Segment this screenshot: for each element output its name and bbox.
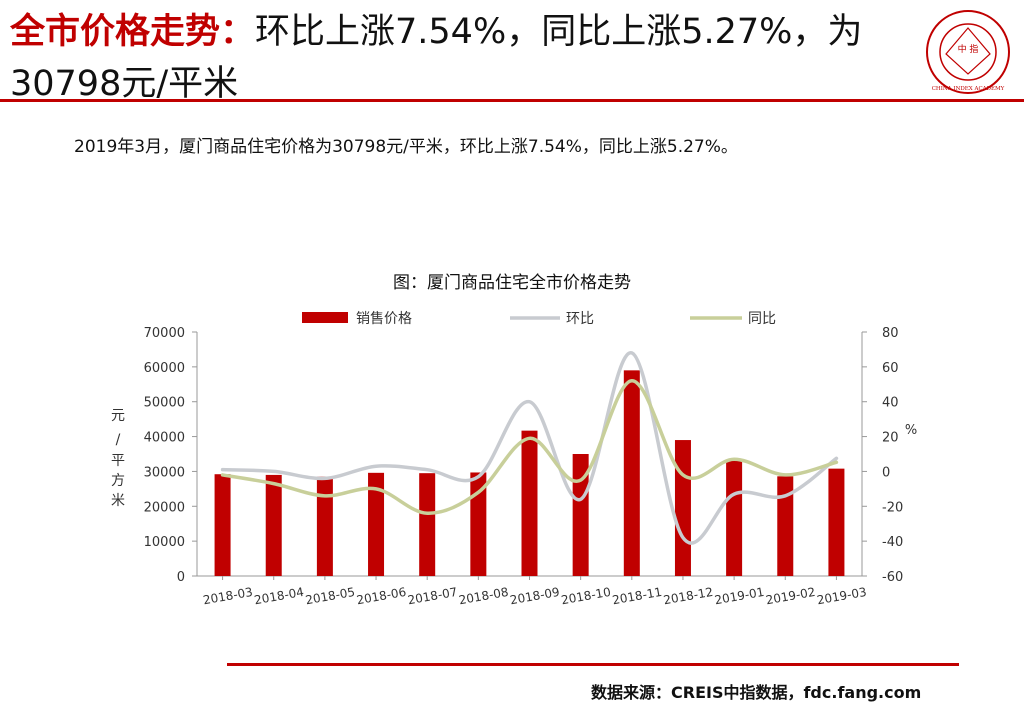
mom-line (220, 351, 839, 545)
slide-title: 全市价格走势：环比上涨7.54%，同比上涨5.27%，为30798元/平米 (10, 6, 910, 110)
left-axis-title-char: 元 (111, 408, 125, 424)
title-divider (0, 99, 1024, 102)
left-tick-label: 20000 (144, 500, 185, 515)
x-tick-label: 2018-05 (304, 585, 356, 607)
right-axis-title: % (905, 423, 917, 438)
right-tick-label: -20 (882, 500, 903, 515)
x-tick-label: 2018-07 (407, 585, 459, 607)
title-highlight: 全市价格走势： (10, 12, 256, 52)
x-tick-label: 2018-06 (355, 585, 407, 607)
x-tick-label: 2018-03 (202, 585, 254, 607)
price-bar (777, 476, 794, 576)
x-tick-label: 2018-04 (253, 585, 305, 607)
logo-center-text: 中 指 (958, 43, 979, 55)
right-tick-label: 40 (882, 396, 899, 411)
price-bar (470, 472, 487, 576)
right-tick-label: 0 (882, 465, 890, 480)
left-tick-label: 30000 (144, 465, 185, 480)
price-bar (572, 454, 589, 576)
legend-label-mom: 环比 (566, 311, 594, 327)
title-rest: 环比上涨7.54%，同比上涨5.27%，为30798元/平米 (10, 12, 863, 104)
x-tick-label: 2018-08 (458, 585, 510, 607)
right-tick-label: 80 (882, 326, 899, 341)
logo-ring-text: CHINA INDEX ACADEMY (932, 86, 1005, 92)
data-source: 数据来源：CREIS中指数据，fdc.fang.com (591, 683, 922, 702)
right-tick-label: 60 (882, 361, 899, 376)
price-trend-chart: 0 10000 20000 30000 40000 50000 60000 70000 -60 -… (111, 311, 917, 607)
price-bar (214, 474, 231, 576)
price-bar (726, 460, 743, 576)
chart-title: 图：厦门商品住宅全市价格走势 (393, 273, 631, 293)
left-tick-label: 70000 (144, 326, 185, 341)
x-tick-label: 2018-12 (662, 585, 714, 607)
yoy-line (220, 379, 839, 516)
left-axis-title-char: 方 (111, 473, 125, 489)
price-bar (521, 430, 538, 576)
left-axis-title-char: 平 (111, 453, 125, 469)
china-index-academy-logo: 中 指 CHINA INDEX ACADEMY (926, 10, 1010, 94)
price-bar (265, 474, 282, 576)
summary-text: 2019年3月，厦门商品住宅价格为30798元/平米，环比上涨7.54%，同比上… (74, 137, 738, 157)
x-tick-label: 2019-03 (816, 585, 868, 607)
left-axis-title-char: 米 (111, 493, 125, 509)
right-tick-label: -40 (882, 535, 903, 550)
price-bar (828, 468, 845, 576)
left-tick-label: 0 (177, 570, 185, 585)
left-axis-title-char: / (116, 432, 121, 448)
price-bar (316, 476, 333, 576)
left-tick-label: 50000 (144, 396, 185, 411)
legend-label-price: 销售价格 (356, 311, 412, 327)
right-tick-label: 20 (882, 431, 899, 446)
left-tick-label: 10000 (144, 535, 185, 550)
price-bar (419, 473, 436, 576)
legend-label-yoy: 同比 (748, 311, 776, 327)
x-tick-label: 2018-09 (509, 585, 561, 607)
left-tick-label: 40000 (144, 431, 185, 446)
x-tick-label: 2018-10 (560, 585, 612, 607)
footer-divider (227, 663, 959, 666)
x-tick-label: 2019-02 (765, 585, 817, 607)
left-tick-label: 60000 (144, 361, 185, 376)
legend-swatch-price (302, 312, 348, 323)
price-bar (623, 370, 640, 576)
price-bar (674, 440, 691, 576)
right-tick-label: -60 (882, 570, 903, 585)
price-bar (368, 472, 385, 576)
x-tick-label: 2019-01 (714, 585, 766, 607)
x-tick-label: 2018-11 (611, 585, 663, 607)
